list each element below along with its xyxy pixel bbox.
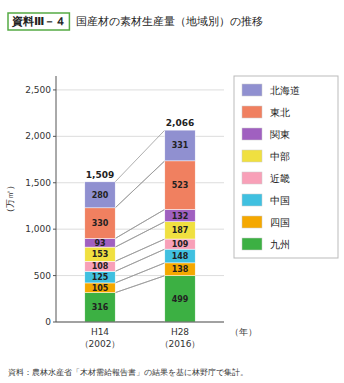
legend-entry: 九州 [270, 239, 290, 250]
legend-entry: 関東 [270, 129, 290, 140]
data-label: 187 [172, 226, 189, 235]
legend-swatch [242, 106, 262, 118]
connector [115, 276, 165, 293]
bar-segment [165, 161, 195, 210]
bar-segment [165, 276, 195, 322]
data-label: 280 [92, 191, 109, 200]
data-label: 125 [92, 273, 109, 282]
connector [115, 263, 165, 283]
data-label: 148 [172, 252, 189, 261]
data-label: 132 [172, 212, 189, 221]
bar-segment [85, 293, 115, 322]
bar-segment [85, 208, 115, 239]
y-tick-label: 2,000 [25, 131, 51, 141]
legend-swatch [242, 150, 262, 162]
title-label: 資料Ⅲ－４ [11, 15, 66, 28]
legend-swatch [242, 128, 262, 140]
bar-segment [165, 209, 195, 221]
y-axis-label: （万㎥） [5, 181, 15, 217]
bar-segment [85, 261, 115, 271]
x-tick-label-line: （2002） [80, 339, 121, 349]
connector [115, 276, 165, 293]
data-label: 523 [172, 181, 189, 190]
data-label: 138 [172, 265, 189, 274]
bar-segment [85, 182, 115, 208]
x-tick-label-line: （2016） [160, 339, 201, 349]
data-label: 331 [172, 141, 189, 150]
legend-entry: 四国 [270, 217, 290, 228]
connector [115, 161, 165, 208]
grid-line [56, 136, 224, 137]
bar-segment [85, 247, 115, 261]
legend-entry: 近畿 [270, 173, 290, 184]
connector [115, 239, 165, 261]
data-label: 316 [92, 303, 109, 312]
grid-line [56, 89, 224, 90]
connector [115, 249, 165, 271]
bar-segment [165, 263, 195, 276]
title: 国産材の素材生産量（地域別）の推移 [76, 15, 263, 28]
legend-entry: 東北 [270, 107, 290, 118]
x-axis-line [56, 322, 224, 323]
x-tick-label: H14 （2002） [80, 327, 121, 349]
y-axis-line [56, 76, 57, 322]
bar-segment [165, 130, 195, 161]
data-label: 105 [92, 284, 109, 293]
y-tick-label: 1,000 [25, 224, 51, 234]
bar-segment [85, 238, 115, 247]
connector [115, 161, 165, 208]
bar-segment [165, 249, 195, 263]
x-axis-label: （年） [230, 327, 257, 337]
x-tick-label: H28 （2016） [160, 327, 201, 349]
legend-swatch [242, 172, 262, 184]
data-label: 499 [172, 295, 189, 304]
data-label: 108 [92, 262, 109, 271]
legend-swatch [242, 216, 262, 228]
chart: 資料Ⅲ－４ 国産材の素材生産量（地域別）の推移 0 500 1,000 1,500 2,00… [0, 0, 344, 383]
data-label: 93 [94, 239, 105, 248]
legend-box [234, 76, 338, 258]
connector [115, 249, 165, 271]
grid-line [56, 229, 224, 230]
total-label: 2,066 [166, 118, 194, 128]
plot-area [85, 130, 195, 322]
grid-line [56, 182, 224, 183]
title-label-box [8, 13, 69, 30]
source-note: 資料：農林水産省「木材需給報告書」の結果を基に林野庁で集計。 [8, 368, 248, 377]
grid-line [56, 322, 224, 323]
legend-entry: 中国 [270, 195, 290, 206]
legend-entry: 中部 [270, 151, 290, 162]
y-tick-label: 2,500 [25, 85, 51, 95]
x-tick-label-line: H28 [171, 327, 189, 337]
y-tick-label: 500 [34, 271, 51, 281]
data-label: 330 [92, 219, 109, 228]
bar-segment [85, 271, 115, 283]
y-tick-label: 0 [45, 317, 51, 327]
legend-swatch [242, 84, 262, 96]
connector [115, 209, 165, 238]
y-tick-label: 1,500 [25, 178, 51, 188]
bar-segment [165, 239, 195, 249]
x-tick-label-line: H14 [91, 327, 109, 337]
data-label: 109 [172, 240, 189, 249]
legend-entry: 北海道 [270, 85, 300, 96]
bar-segment [165, 222, 195, 239]
legend-swatch [242, 194, 262, 206]
legend-swatch [242, 238, 262, 250]
total-label: 1,509 [86, 170, 114, 180]
connector [115, 263, 165, 283]
bar-segment [85, 283, 115, 293]
connector [115, 239, 165, 261]
connector [115, 130, 165, 182]
grid-line [56, 275, 224, 276]
data-label: 153 [92, 250, 109, 259]
